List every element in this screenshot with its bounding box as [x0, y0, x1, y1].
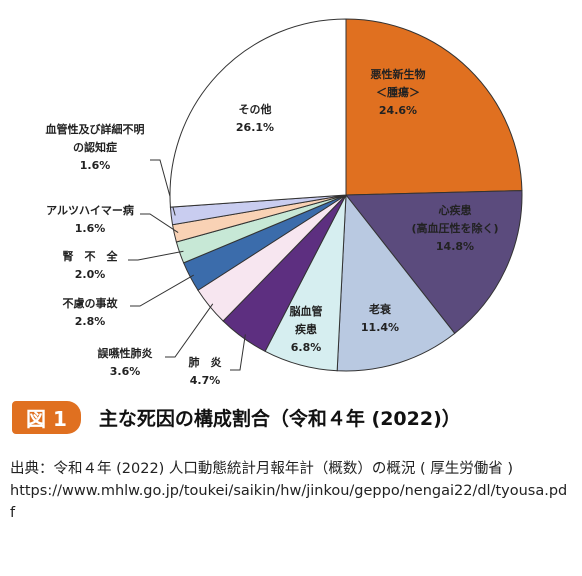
slice-label: (高血圧性を除く) — [411, 221, 498, 235]
source-text: 出典：令和４年 (2022) 人口動態統計月報年計（概数）の概況 ( 厚生労働省… — [10, 461, 514, 477]
leader-line — [230, 334, 246, 371]
leader-line — [165, 303, 214, 358]
leader-line — [140, 213, 179, 233]
value-label: 26.1% — [236, 121, 274, 134]
value-label: 2.8% — [75, 315, 106, 328]
pie-slice — [345, 18, 523, 196]
slice-label: アルツハイマー病 — [46, 203, 134, 217]
slice-label: 疾患 — [295, 322, 317, 336]
slice-label: 不慮の事故 — [63, 296, 119, 310]
value-label: 2.0% — [75, 268, 106, 281]
slice-label: 心疾患 — [439, 203, 472, 217]
source: 出典：令和４年 (2022) 人口動態統計月報年計（概数）の概況 ( 厚生労働省… — [10, 458, 570, 524]
slice-label: 肺 炎 — [189, 355, 222, 369]
slice-label: の認知症 — [73, 140, 117, 154]
slice-label: 脳血管 — [290, 304, 323, 318]
value-label: 3.6% — [110, 365, 141, 378]
value-label: 1.6% — [80, 159, 111, 172]
pie-slice — [169, 18, 347, 208]
leader-line — [130, 274, 194, 307]
pie-slice — [336, 193, 456, 372]
slice-label: 誤嚥性肺炎 — [98, 346, 153, 360]
value-label: 6.8% — [291, 341, 322, 354]
slice-label: 血管性及び詳細不明 — [46, 122, 145, 136]
slice-label: 老衰 — [368, 302, 392, 316]
slice-label: 腎 不 全 — [63, 249, 119, 263]
source-url: https://www.mhlw.go.jp/toukei/saikin/hw/… — [10, 483, 568, 521]
value-label: 1.6% — [75, 222, 106, 235]
caption-number: 図 1 — [12, 401, 81, 434]
value-label: 4.7% — [190, 374, 221, 387]
value-label: 11.4% — [361, 321, 399, 334]
value-label: 24.6% — [379, 104, 417, 117]
chart: 悪性新生物 ＜腫瘍＞ 24.6% 心疾患 (高血圧性を除く) 14.8% 老衰 11.4% 脳血… — [46, 18, 523, 387]
slice-label: その他 — [239, 102, 272, 116]
slice-label: 悪性新生物 — [371, 67, 426, 81]
caption: 図 1 主な死因の構成割合（令和４年 (2022)） — [12, 401, 461, 434]
pie-slice — [344, 190, 523, 335]
caption-title: 主な死因の構成割合（令和４年 (2022)） — [98, 408, 461, 430]
slice-label: ＜腫瘍＞ — [376, 85, 420, 99]
leader-line — [128, 250, 184, 261]
value-label: 14.8% — [436, 240, 474, 253]
